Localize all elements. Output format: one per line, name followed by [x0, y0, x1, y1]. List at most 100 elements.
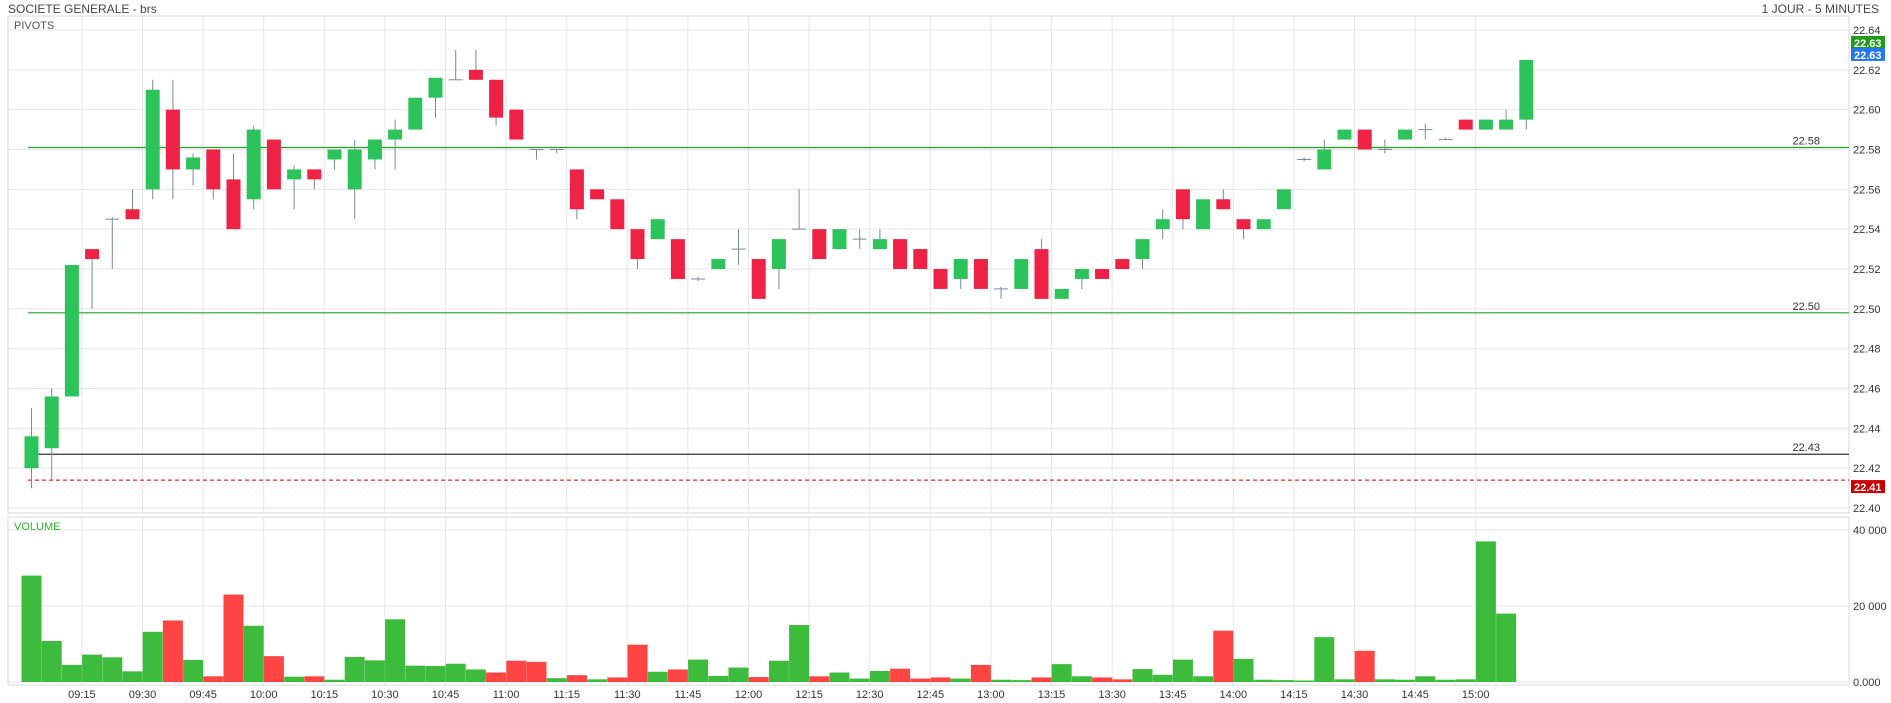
- volume-bar: [1475, 541, 1496, 682]
- volume-bar: [991, 679, 1012, 682]
- price-tick-label: 22.52: [1853, 264, 1881, 276]
- candle-body: [24, 436, 39, 469]
- pivot-line-label: 22.43: [1792, 442, 1820, 454]
- candle-body: [771, 239, 786, 269]
- price-tick-label: 22.56: [1853, 184, 1881, 196]
- volume-panel-label: VOLUME: [14, 521, 60, 533]
- volume-bar: [1455, 679, 1476, 682]
- time-tick-label: 14:00: [1220, 689, 1248, 701]
- volume-bar: [203, 676, 224, 682]
- volume-tick-label: 0.000: [1853, 677, 1881, 689]
- time-tick-label: 10:15: [311, 689, 339, 701]
- candle-body: [650, 219, 665, 240]
- candles: [24, 49, 1534, 489]
- time-tick-label: 15:00: [1462, 689, 1490, 701]
- time-tick-label: 12:00: [735, 689, 763, 701]
- candle-body: [1256, 219, 1271, 230]
- candle-body: [590, 189, 605, 200]
- candle-body: [933, 269, 948, 289]
- volume-bar: [21, 575, 42, 682]
- volume-bar: [546, 678, 567, 682]
- candle-body: [287, 169, 302, 180]
- time-tick-label: 09:30: [129, 689, 157, 701]
- volume-bar: [1011, 680, 1032, 682]
- last-price-badge-text: 22.63: [1854, 50, 1882, 62]
- price-tick-label: 22.48: [1853, 344, 1881, 356]
- volume-bar: [364, 660, 385, 682]
- volume-bar: [708, 675, 729, 682]
- volume-bar: [930, 677, 951, 682]
- candle-body: [509, 109, 524, 140]
- candle-body: [670, 239, 685, 279]
- candle-body: [1276, 189, 1291, 210]
- volume-bar: [910, 678, 931, 682]
- price-tick-label: 22.46: [1853, 384, 1881, 396]
- candle-body: [1398, 129, 1413, 140]
- volume-bar: [748, 677, 769, 682]
- candle-body: [1034, 249, 1049, 299]
- candle-body: [630, 229, 645, 260]
- time-tick-label: 11:45: [675, 689, 702, 701]
- volume-bar: [344, 656, 365, 682]
- volume-bar: [1435, 679, 1456, 682]
- time-tick-label: 13:30: [1098, 689, 1126, 701]
- volume-bar: [243, 625, 264, 682]
- volume-bar: [688, 659, 709, 682]
- timeframe-label[interactable]: 1 JOUR - 5 MINUTES: [1761, 2, 1879, 16]
- low-price-badge-text: 22.41: [1854, 482, 1882, 494]
- volume-bar: [809, 676, 830, 682]
- time-tick-label: 09:45: [189, 689, 217, 701]
- candle-body: [468, 69, 483, 80]
- candle-body: [327, 149, 342, 160]
- volume-bar: [1152, 674, 1173, 682]
- time-tick-label: 10:30: [371, 689, 399, 701]
- volume-bar: [284, 676, 305, 682]
- pivot-line-label: 22.58: [1792, 136, 1820, 148]
- axes: 22.64 22.62 22.60 22.58 22.56 22.54 22.52 22.50…: [68, 25, 1887, 701]
- candle-body: [1155, 219, 1170, 230]
- volume-bar: [385, 619, 406, 682]
- candle-body: [953, 259, 968, 279]
- volume-bar: [506, 660, 527, 682]
- volume-bar: [1314, 637, 1335, 682]
- price-tick-label: 22.40: [1853, 503, 1881, 515]
- time-tick-label: 11:00: [493, 689, 520, 701]
- price-tick-label: 22.50: [1853, 304, 1881, 316]
- candle-body: [1357, 129, 1372, 150]
- price-tick-label: 22.58: [1853, 145, 1881, 157]
- time-tick-label: 13:15: [1038, 689, 1066, 701]
- candle-body: [1196, 199, 1211, 230]
- volume-bar: [1253, 679, 1274, 682]
- volume-bar: [486, 672, 507, 682]
- candle-body: [246, 129, 261, 200]
- price-panel-frame: [7, 15, 1850, 514]
- volume-bar: [829, 672, 850, 682]
- candle-body: [1135, 239, 1150, 260]
- pivot-line-label: 22.50: [1792, 301, 1820, 313]
- low-price-badge: [1851, 480, 1885, 494]
- volume-bar: [1496, 613, 1517, 682]
- volume-tick-label: 40 000: [1853, 525, 1887, 537]
- volume-bar: [950, 678, 971, 682]
- candle-body: [1236, 219, 1251, 230]
- candle-body: [206, 149, 221, 190]
- candle-body: [1074, 269, 1089, 279]
- volume-bar: [970, 664, 991, 682]
- volume-bar: [1415, 676, 1436, 682]
- candle-body: [872, 239, 887, 250]
- candle-body: [367, 139, 382, 160]
- volume-bar: [667, 669, 688, 682]
- candle-body: [610, 199, 625, 230]
- volume-bar: [647, 671, 668, 682]
- candle-body: [64, 265, 79, 397]
- candle-body: [1317, 149, 1332, 170]
- volume-bar: [183, 659, 204, 682]
- volume-bar: [526, 661, 547, 682]
- volume-bar: [890, 668, 911, 682]
- time-tick-label: 13:00: [977, 689, 1005, 701]
- candle-body: [1095, 269, 1110, 279]
- candle-body: [1337, 129, 1352, 140]
- volume-bar: [41, 640, 62, 682]
- price-tick-label: 22.54: [1853, 224, 1881, 236]
